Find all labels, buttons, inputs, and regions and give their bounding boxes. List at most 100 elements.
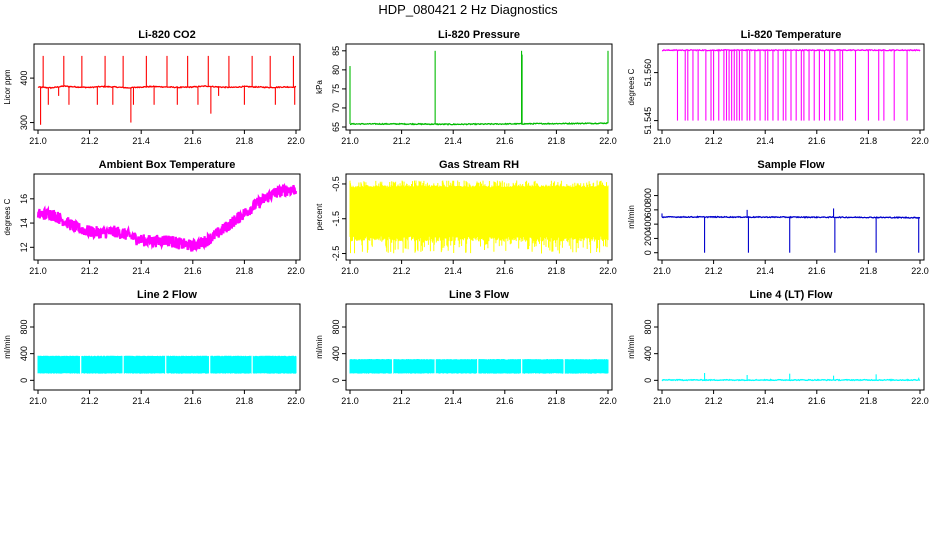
- x-tick-label: 21.2: [81, 266, 99, 276]
- panel-title: Gas Stream RH: [439, 159, 519, 171]
- y-tick-label: 400: [643, 346, 653, 361]
- y-tick-label: 85: [331, 46, 341, 56]
- y-tick-label: 600: [643, 202, 653, 217]
- x-tick-label: 22.0: [599, 396, 617, 406]
- y-tick-label: 51.560: [643, 59, 653, 87]
- panel-title: Sample Flow: [757, 159, 825, 171]
- x-tick-label: 21.6: [808, 266, 826, 276]
- x-tick-label: 21.2: [705, 136, 723, 146]
- x-tick-label: 21.4: [756, 266, 774, 276]
- x-tick-label: 21.2: [393, 396, 411, 406]
- x-tick-label: 21.6: [496, 266, 514, 276]
- panel-title: Li-820 Temperature: [741, 29, 842, 41]
- x-tick-label: 21.4: [132, 396, 150, 406]
- y-tick-label: -1.5: [331, 211, 341, 227]
- y-tick-label: 0: [19, 378, 29, 383]
- x-tick-label: 21.6: [184, 396, 202, 406]
- y-axis-label: ml/min: [315, 335, 324, 359]
- y-tick-label: 0: [643, 250, 653, 255]
- x-tick-label: 22.0: [599, 266, 617, 276]
- x-tick-label: 22.0: [287, 266, 305, 276]
- y-tick-label: 800: [643, 188, 653, 203]
- panel-title: Line 2 Flow: [137, 289, 197, 301]
- x-tick-label: 21.2: [81, 396, 99, 406]
- y-tick-label: 400: [643, 217, 653, 232]
- panel-5: Sample Flow ml/min 21.0 21.2 21.4 21.6 21.8 22.…: [627, 159, 929, 276]
- x-tick-label: 21.8: [236, 136, 254, 146]
- y-tick-label: 0: [643, 378, 653, 383]
- y-axis-label: kPa: [315, 80, 324, 94]
- x-tick-label: 21.4: [444, 396, 462, 406]
- plot-frame: [33, 303, 301, 391]
- y-axis-label: ml/min: [627, 335, 636, 359]
- y-tick-label: 400: [19, 346, 29, 361]
- y-tick-label: 0: [331, 378, 341, 383]
- x-tick-label: 21.8: [860, 266, 878, 276]
- data-layer: [37, 354, 297, 375]
- x-tick-label: 21.4: [132, 266, 150, 276]
- y-tick-label: 75: [331, 84, 341, 94]
- x-tick-label: 21.2: [705, 266, 723, 276]
- y-tick-label: 80: [331, 65, 341, 75]
- series-line: [349, 122, 609, 126]
- x-tick-label: 21.2: [393, 266, 411, 276]
- plot-frame: [657, 173, 925, 261]
- x-tick-label: 21.6: [808, 136, 826, 146]
- x-tick-label: 21.4: [444, 136, 462, 146]
- x-tick-label: 21.0: [29, 266, 47, 276]
- x-tick-label: 21.4: [756, 396, 774, 406]
- panel-7: Line 3 Flow ml/min 21.0 21.2 21.4 21.6 21.8 22.…: [315, 289, 617, 406]
- x-tick-label: 21.0: [341, 396, 359, 406]
- panel-2: Li-820 Temperature degrees C 21.0 21.2 21.4 2…: [627, 29, 929, 146]
- plot-frame: [345, 303, 613, 391]
- panel-3: Ambient Box Temperature degrees C 21.0 21.2…: [3, 159, 305, 276]
- x-tick-label: 21.6: [184, 136, 202, 146]
- plot-frame: [33, 43, 301, 131]
- data-layer: [661, 373, 921, 382]
- x-tick-label: 21.0: [653, 266, 671, 276]
- panel-8: Line 4 (LT) Flow ml/min 21.0 21.2 21.4 21.6 21…: [627, 289, 929, 406]
- x-tick-label: 21.6: [184, 266, 202, 276]
- panel-title: Line 4 (LT) Flow: [750, 289, 833, 301]
- y-axis-label: percent: [315, 203, 324, 230]
- y-tick-label: 65: [331, 122, 341, 132]
- y-tick-label: 70: [331, 103, 341, 113]
- x-tick-label: 21.0: [29, 136, 47, 146]
- y-axis-label: degrees C: [3, 198, 12, 235]
- x-tick-label: 21.8: [548, 266, 566, 276]
- x-tick-label: 21.4: [132, 136, 150, 146]
- x-tick-label: 22.0: [287, 136, 305, 146]
- y-tick-label: -2.5: [331, 246, 341, 262]
- y-tick-label: 800: [331, 319, 341, 334]
- x-tick-label: 21.8: [236, 396, 254, 406]
- data-layer: [661, 208, 921, 253]
- x-tick-label: 22.0: [911, 396, 929, 406]
- x-tick-label: 21.2: [81, 136, 99, 146]
- y-tick-label: 51.545: [643, 107, 653, 135]
- y-axis-label: degrees C: [627, 68, 636, 105]
- panel-title: Ambient Box Temperature: [99, 159, 236, 171]
- x-tick-label: 21.0: [653, 136, 671, 146]
- x-tick-label: 22.0: [911, 136, 929, 146]
- page-title: HDP_080421 2 Hz Diagnostics: [378, 2, 558, 17]
- y-tick-label: 14: [19, 218, 29, 228]
- data-layer: [37, 55, 297, 125]
- plot-frame: [33, 173, 301, 261]
- x-tick-label: 21.8: [860, 136, 878, 146]
- x-tick-label: 21.6: [496, 136, 514, 146]
- x-tick-label: 21.8: [548, 136, 566, 146]
- series-band: [349, 180, 609, 254]
- panel-1: Li-820 Pressure kPa 21.0 21.2 21.4 21.6 21.8 22…: [315, 29, 617, 146]
- x-tick-label: 21.0: [341, 266, 359, 276]
- plot-frame: [657, 43, 925, 131]
- series-band: [349, 359, 609, 374]
- y-tick-label: 800: [643, 319, 653, 334]
- plot-frame: [345, 173, 613, 261]
- x-tick-label: 21.6: [496, 396, 514, 406]
- x-tick-label: 22.0: [287, 396, 305, 406]
- x-tick-label: 21.8: [236, 266, 254, 276]
- panel-6: Line 2 Flow ml/min 21.0 21.2 21.4 21.6 21.8 22.…: [3, 289, 305, 406]
- x-tick-label: 21.6: [808, 396, 826, 406]
- series-line: [661, 48, 921, 52]
